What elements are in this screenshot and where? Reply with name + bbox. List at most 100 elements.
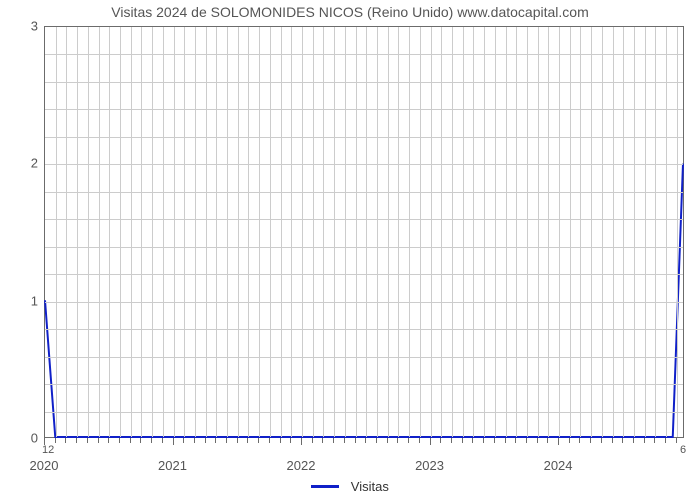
x-edge-label-left: 12 bbox=[42, 444, 54, 456]
x-tick-mark bbox=[547, 438, 548, 443]
gridline-v-minor bbox=[216, 27, 217, 437]
gridline-v-minor bbox=[570, 27, 571, 437]
gridline-v-minor bbox=[377, 27, 378, 437]
y-tick-label: 1 bbox=[8, 293, 38, 308]
gridline-v-minor bbox=[634, 27, 635, 437]
x-tick-mark bbox=[419, 438, 420, 443]
gridline-v-minor bbox=[141, 27, 142, 437]
x-tick-mark bbox=[173, 438, 174, 445]
gridline-v-minor bbox=[163, 27, 164, 437]
gridline-v-minor bbox=[56, 27, 57, 437]
x-tick-mark bbox=[258, 438, 259, 443]
x-tick-mark bbox=[430, 438, 431, 445]
x-tick-mark bbox=[451, 438, 452, 443]
x-tick-mark bbox=[676, 438, 677, 443]
x-tick-mark bbox=[344, 438, 345, 443]
x-tick-mark bbox=[280, 438, 281, 443]
x-tick-mark bbox=[644, 438, 645, 443]
gridline-v-minor bbox=[602, 27, 603, 437]
x-tick-mark bbox=[205, 438, 206, 443]
x-tick-mark bbox=[55, 438, 56, 443]
x-tick-mark bbox=[590, 438, 591, 443]
gridline-v-minor bbox=[109, 27, 110, 437]
legend-label: Visitas bbox=[351, 479, 389, 494]
x-tick-mark bbox=[505, 438, 506, 443]
x-tick-mark bbox=[537, 438, 538, 443]
gridline-v-minor bbox=[398, 27, 399, 437]
gridline-v-minor bbox=[580, 27, 581, 437]
gridline-v-minor bbox=[238, 27, 239, 437]
gridline-v-minor bbox=[409, 27, 410, 437]
x-tick-mark bbox=[226, 438, 227, 443]
x-tick-mark bbox=[162, 438, 163, 443]
x-tick-mark bbox=[387, 438, 388, 443]
x-tick-mark bbox=[140, 438, 141, 443]
x-tick-label: 2023 bbox=[415, 458, 444, 473]
gridline-v-minor bbox=[591, 27, 592, 437]
gridline-v-minor bbox=[313, 27, 314, 437]
gridline-v-minor bbox=[495, 27, 496, 437]
x-tick-mark bbox=[194, 438, 195, 443]
gridline-v-minor bbox=[248, 27, 249, 437]
gridline-v-minor bbox=[206, 27, 207, 437]
x-tick-mark bbox=[269, 438, 270, 443]
x-tick-mark bbox=[87, 438, 88, 443]
legend: Visitas bbox=[0, 478, 700, 494]
x-tick-mark bbox=[322, 438, 323, 443]
gridline-v-minor bbox=[645, 27, 646, 437]
x-tick-mark bbox=[301, 438, 302, 445]
x-tick-mark bbox=[558, 438, 559, 445]
gridline-v-minor bbox=[484, 27, 485, 437]
x-tick-mark bbox=[130, 438, 131, 443]
x-tick-mark bbox=[569, 438, 570, 443]
x-tick-mark bbox=[633, 438, 634, 443]
x-tick-mark bbox=[333, 438, 334, 443]
x-tick-mark bbox=[612, 438, 613, 443]
gridline-v-minor bbox=[131, 27, 132, 437]
x-tick-label: 2022 bbox=[287, 458, 316, 473]
x-tick-mark bbox=[440, 438, 441, 443]
gridline-v-minor bbox=[366, 27, 367, 437]
x-tick-mark bbox=[654, 438, 655, 443]
x-tick-label: 2024 bbox=[544, 458, 573, 473]
gridline-v-minor bbox=[677, 27, 678, 437]
gridline-v-minor bbox=[441, 27, 442, 437]
gridline-v-minor bbox=[623, 27, 624, 437]
gridline-v-minor bbox=[345, 27, 346, 437]
gridline-v-minor bbox=[99, 27, 100, 437]
x-tick-mark bbox=[472, 438, 473, 443]
x-tick-mark bbox=[526, 438, 527, 443]
x-tick-mark bbox=[483, 438, 484, 443]
gridline-v-major bbox=[174, 27, 175, 437]
gridline-v-minor bbox=[66, 27, 67, 437]
y-tick-label: 0 bbox=[8, 431, 38, 446]
gridline-v-minor bbox=[270, 27, 271, 437]
x-tick-mark bbox=[237, 438, 238, 443]
gridline-v-minor bbox=[452, 27, 453, 437]
chart-title: Visitas 2024 de SOLOMONIDES NICOS (Reino… bbox=[0, 4, 700, 20]
x-tick-label: 2020 bbox=[30, 458, 59, 473]
x-tick-label: 2021 bbox=[158, 458, 187, 473]
x-tick-mark bbox=[579, 438, 580, 443]
gridline-v-minor bbox=[463, 27, 464, 437]
gridline-v-minor bbox=[152, 27, 153, 437]
x-tick-mark bbox=[376, 438, 377, 443]
x-tick-mark bbox=[365, 438, 366, 443]
y-tick-label: 2 bbox=[8, 156, 38, 171]
x-tick-mark bbox=[290, 438, 291, 443]
x-tick-mark bbox=[183, 438, 184, 443]
x-tick-mark bbox=[462, 438, 463, 443]
gridline-v-minor bbox=[281, 27, 282, 437]
gridline-v-minor bbox=[655, 27, 656, 437]
gridline-v-major bbox=[559, 27, 560, 437]
x-tick-mark bbox=[215, 438, 216, 443]
gridline-v-minor bbox=[88, 27, 89, 437]
x-edge-label-right: 6 bbox=[680, 444, 686, 456]
x-tick-mark bbox=[494, 438, 495, 443]
x-tick-mark bbox=[151, 438, 152, 443]
legend-swatch bbox=[311, 485, 339, 488]
y-tick-label: 3 bbox=[8, 19, 38, 34]
gridline-v-minor bbox=[120, 27, 121, 437]
gridline-v-minor bbox=[527, 27, 528, 437]
gridline-v-minor bbox=[184, 27, 185, 437]
